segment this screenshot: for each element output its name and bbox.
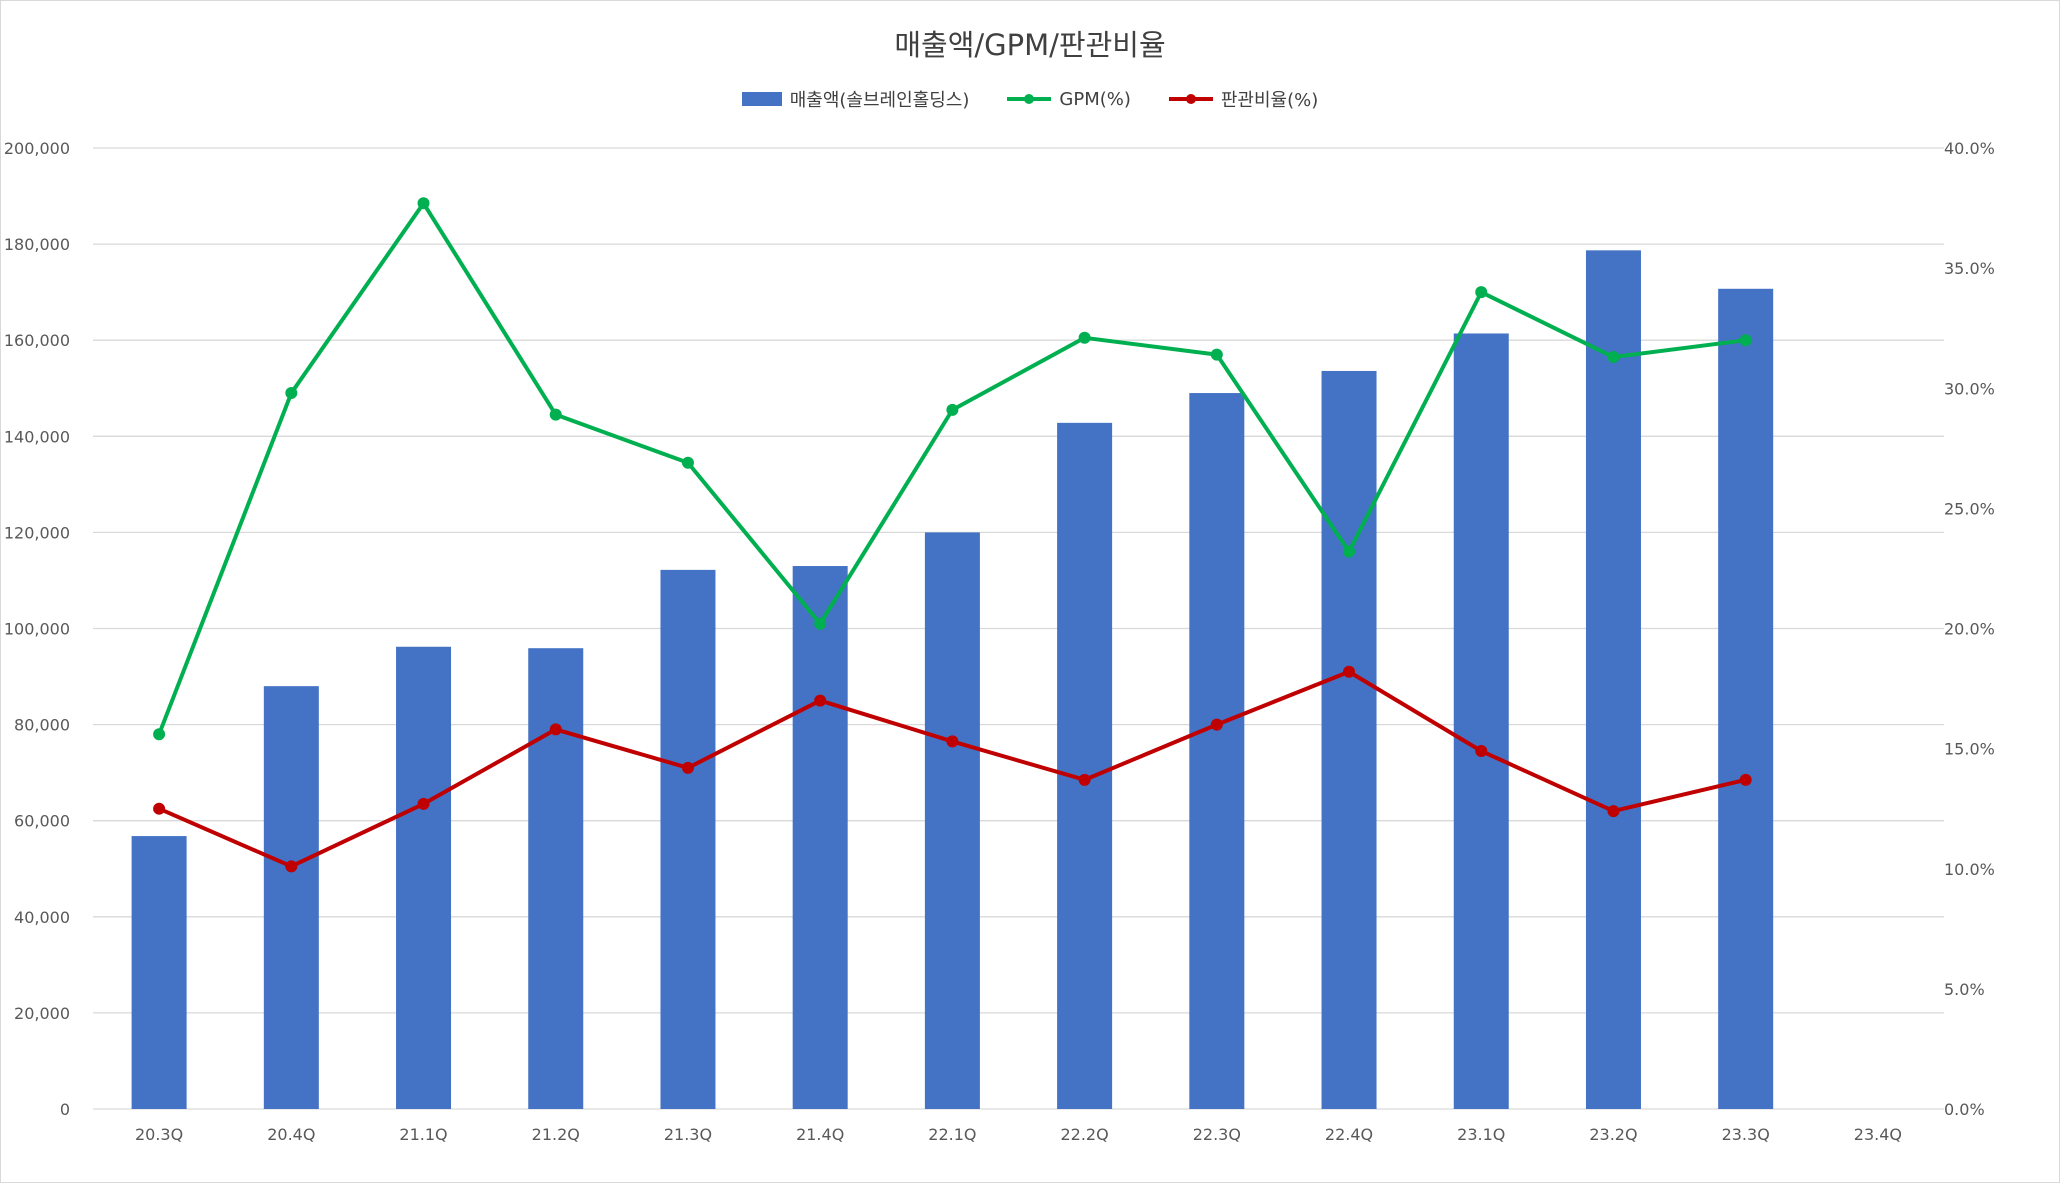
chart-title: 매출액/GPM/판관비율 (894, 28, 1166, 62)
sga-ratio-point (1343, 665, 1356, 678)
x-axis-tick-label: 23.3Q (1722, 1125, 1770, 1144)
revenue-bar (660, 569, 716, 1109)
sga-ratio-point (681, 761, 694, 774)
left-axis-tick-label: 40,000 (14, 908, 70, 927)
revenue-bar (1453, 333, 1509, 1109)
x-axis-tick-label: 21.3Q (664, 1125, 712, 1144)
left-axis-tick-label: 80,000 (14, 716, 70, 735)
sga-ratio-point (1078, 773, 1091, 786)
revenue-bar (528, 648, 584, 1109)
legend-label-sga: 판관비율(%) (1220, 90, 1319, 111)
revenue-bar (131, 836, 187, 1109)
x-axis-tick-label: 23.2Q (1589, 1125, 1637, 1144)
left-axis-tick-label: 60,000 (14, 812, 70, 831)
revenue-bar (1585, 250, 1641, 1109)
gpm-point (946, 403, 959, 416)
legend-item-revenue: 매출액(솔브레인홀딩스) (741, 86, 970, 112)
x-axis-tick-label: 21.1Q (399, 1125, 447, 1144)
legend-swatch-sga (1168, 94, 1213, 104)
gpm-point (814, 617, 827, 630)
right-axis-tick-label: 5.0% (1944, 980, 1985, 999)
revenue-bar (924, 532, 980, 1109)
x-axis-tick-label: 23.1Q (1457, 1125, 1505, 1144)
x-axis-tick-label: 20.3Q (135, 1125, 183, 1144)
right-axis-tick-label: 35.0% (1944, 259, 1995, 278)
revenue-bar (396, 646, 452, 1109)
legend-label-gpm: GPM(%) (1059, 88, 1131, 110)
right-axis-tick-label: 20.0% (1944, 620, 1995, 639)
sga-ratio-point (814, 694, 827, 707)
revenue-bar (1718, 288, 1774, 1109)
right-axis-tick-label: 15.0% (1944, 740, 1995, 759)
revenue-bar (1057, 422, 1113, 1109)
sga-ratio-point (549, 723, 562, 736)
x-axis-tick-label: 23.4Q (1854, 1125, 1902, 1144)
left-axis-tick-label: 140,000 (4, 427, 70, 446)
sga-ratio-point (153, 802, 166, 815)
gpm-point (1078, 331, 1091, 344)
legend-item-gpm: GPM(%) (1007, 88, 1131, 110)
right-axis-tick-label: 40.0% (1944, 139, 1995, 158)
x-axis-tick-label: 20.4Q (267, 1125, 315, 1144)
gpm-point (285, 387, 298, 400)
x-axis-tick-label: 22.1Q (928, 1125, 976, 1144)
revenue-bar (792, 566, 848, 1109)
left-axis-tick-label: 180,000 (4, 235, 70, 254)
legend-label-revenue: 매출액(솔브레인홀딩스) (789, 90, 970, 111)
sga-ratio-point (946, 735, 959, 748)
left-axis-tick-label: 100,000 (4, 620, 70, 639)
gpm-point (1607, 351, 1620, 364)
left-axis-tick-label: 20,000 (14, 1004, 70, 1023)
gpm-point (153, 728, 166, 741)
revenue-bar (1321, 370, 1377, 1109)
gpm-point (1343, 545, 1356, 558)
revenue-bar (1189, 393, 1245, 1109)
gpm-point (1210, 348, 1223, 361)
left-axis-tick-label: 0 (60, 1100, 70, 1119)
right-axis-tick-label: 25.0% (1944, 499, 1995, 518)
left-axis-tick-label: 120,000 (4, 523, 70, 542)
legend: 매출액(솔브레인홀딩스) GPM(%) 판관비율(%) (0, 86, 2060, 112)
sga-ratio-point (1475, 745, 1488, 758)
x-axis-tick-label: 21.4Q (796, 1125, 844, 1144)
legend-swatch-gpm (1007, 94, 1052, 104)
gpm-point (1739, 334, 1752, 347)
sga-ratio-point (417, 797, 430, 810)
gpm-point (1475, 286, 1488, 299)
legend-swatch-revenue (741, 92, 782, 106)
x-axis-tick-label: 22.4Q (1325, 1125, 1373, 1144)
gpm-point (549, 408, 562, 421)
gpm-point (681, 456, 694, 469)
legend-item-sga: 판관비율(%) (1168, 86, 1319, 112)
gpm-point (417, 197, 430, 210)
left-axis-tick-label: 160,000 (4, 331, 70, 350)
sga-ratio-point (1739, 773, 1752, 786)
sga-ratio-point (1607, 805, 1620, 818)
left-axis-tick-label: 200,000 (4, 139, 70, 158)
right-axis-tick-label: 30.0% (1944, 379, 1995, 398)
sga-ratio-point (1210, 718, 1223, 731)
x-axis-tick-label: 22.2Q (1060, 1125, 1108, 1144)
revenue-bar (263, 686, 319, 1109)
sga-ratio-point (285, 860, 298, 873)
x-axis-tick-label: 22.3Q (1193, 1125, 1241, 1144)
right-axis-tick-label: 10.0% (1944, 860, 1995, 879)
x-axis-tick-label: 21.2Q (532, 1125, 580, 1144)
right-axis-tick-label: 0.0% (1944, 1100, 1985, 1119)
